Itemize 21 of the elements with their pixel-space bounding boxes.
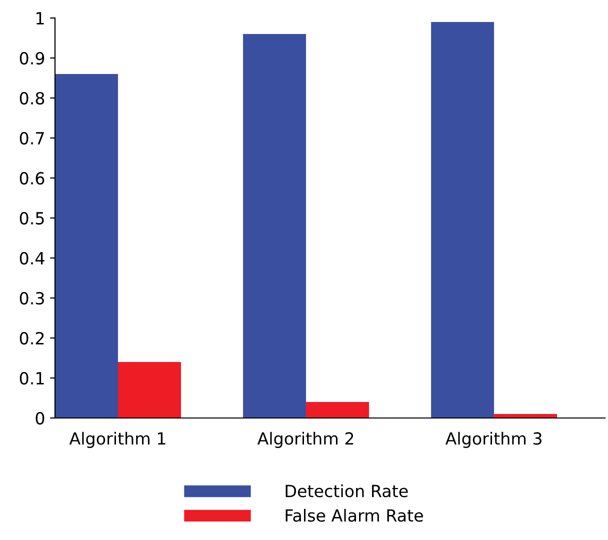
y-tick-label: 0.3 — [20, 292, 44, 305]
bar — [243, 34, 306, 418]
x-tick-label: Algorithm 1 — [69, 432, 166, 448]
bar — [306, 402, 370, 418]
x-tick-label: Algorithm 2 — [257, 432, 354, 448]
bar — [118, 362, 181, 418]
y-tick-label: 0.7 — [20, 132, 44, 145]
x-tick-label: Algorithm 3 — [445, 432, 542, 448]
bar — [431, 22, 494, 418]
y-tick-label: 0.6 — [20, 172, 44, 185]
y-tick-label: 0.8 — [20, 92, 44, 105]
y-tick-label: 0.9 — [20, 52, 44, 65]
bar — [55, 74, 118, 418]
y-tick-label: 0.4 — [20, 252, 44, 265]
legend-label: False Alarm Rate — [286, 508, 423, 522]
legend-label: Detection Rate — [286, 484, 408, 498]
y-tick-label: 0 — [36, 412, 44, 425]
y-tick-label: 1 — [36, 12, 44, 24]
y-tick-label: 0.5 — [20, 212, 44, 225]
y-tick-label: 0.1 — [20, 372, 44, 385]
y-tick-label: 0.2 — [20, 332, 44, 345]
